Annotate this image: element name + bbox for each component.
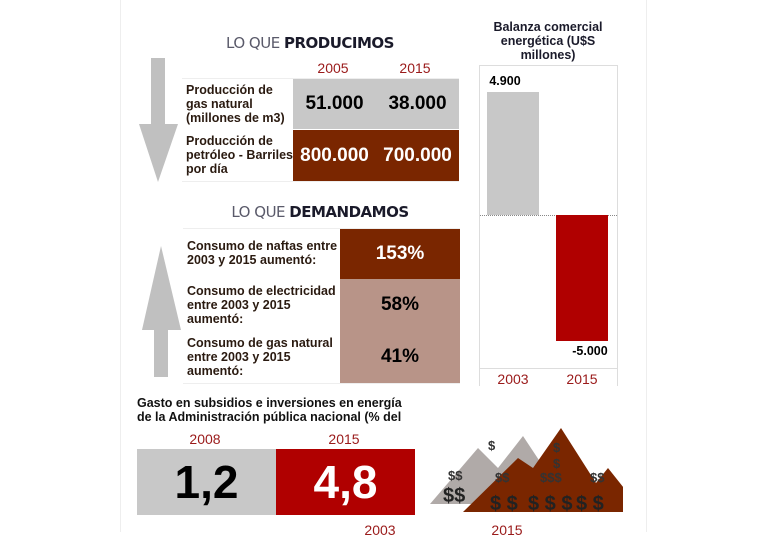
bar-2003 [487,92,539,215]
footer-year: 2003 [364,522,396,538]
row-label: Consumo de electricidad entre 2003 y 201… [187,284,336,326]
row-label: Consumo de gas natural entre 2003 y 2015… [187,336,333,378]
row-label: Producción de gas natural (millones de m… [186,83,285,125]
x-tick-label: 2003 [497,371,529,387]
demand-table: Consumo de naftas entre 2003 y 2015 aume… [183,228,460,384]
svg-text:$$: $$ [443,485,465,507]
chart-title: Balanza comercial energética (U$S millon… [493,20,603,62]
production-title: LO QUE PRODUCIMOS [226,34,394,52]
svg-text:$ $: $ $ [576,493,604,514]
value: 58% [340,279,460,331]
year-2005: 2005 [317,60,349,76]
row-values: 800.000 700.000 [293,130,459,181]
value: 800.000 [300,144,369,166]
row-label: Consumo de naftas entre 2003 y 2015 aume… [187,239,338,267]
value-2008: 1,2 [137,449,276,515]
zero-line [480,215,617,216]
demand-title: LO QUE DEMANDAMOS [231,203,409,221]
data-label: -5.000 [572,343,608,358]
subsidies-title: Gasto en subsidios e inversiones en ener… [137,397,402,424]
svg-text:$$$: $$$ [540,470,562,485]
arrow-up-icon [142,246,181,377]
value: 700.000 [383,144,452,166]
value: 153% [340,229,460,279]
svg-text:$ $: $ $ [490,493,518,514]
value: 51.000 [305,93,364,114]
svg-text:$$: $$ [448,468,463,483]
x-axis [480,368,617,369]
footer-year: 2015 [491,522,523,538]
value: 41% [340,331,460,383]
page-panel [120,0,647,532]
bar-2015 [556,215,608,341]
svg-text:$$: $$ [590,470,605,485]
year-2015: 2015 [328,431,360,447]
svg-text:$ $ $: $ $ $ [528,493,572,514]
x-tick-label: 2015 [566,371,598,387]
data-label: 4.900 [489,74,521,88]
svg-text:$: $ [553,440,561,455]
value: 38.000 [388,93,447,114]
svg-text:$: $ [488,438,496,453]
year-2015: 2015 [399,60,431,76]
value-2015: 4,8 [276,449,415,515]
arrow-down-icon [139,58,178,182]
bar-chart: 4.900 -5.000 2003 2015 [479,65,618,387]
svg-text:$$: $$ [495,470,510,485]
year-2008: 2008 [189,431,221,447]
row-label: Producción de petróleo - Barriles por dí… [186,134,293,176]
row-values: 51.000 38.000 [293,79,459,129]
production-table: Producción de gas natural (millones de m… [182,78,459,182]
svg-text:$: $ [553,456,561,471]
money-mountains-icon: $$ $ $ $ $ $ $ $ $$$$$ $$$$$$$ [430,428,623,514]
